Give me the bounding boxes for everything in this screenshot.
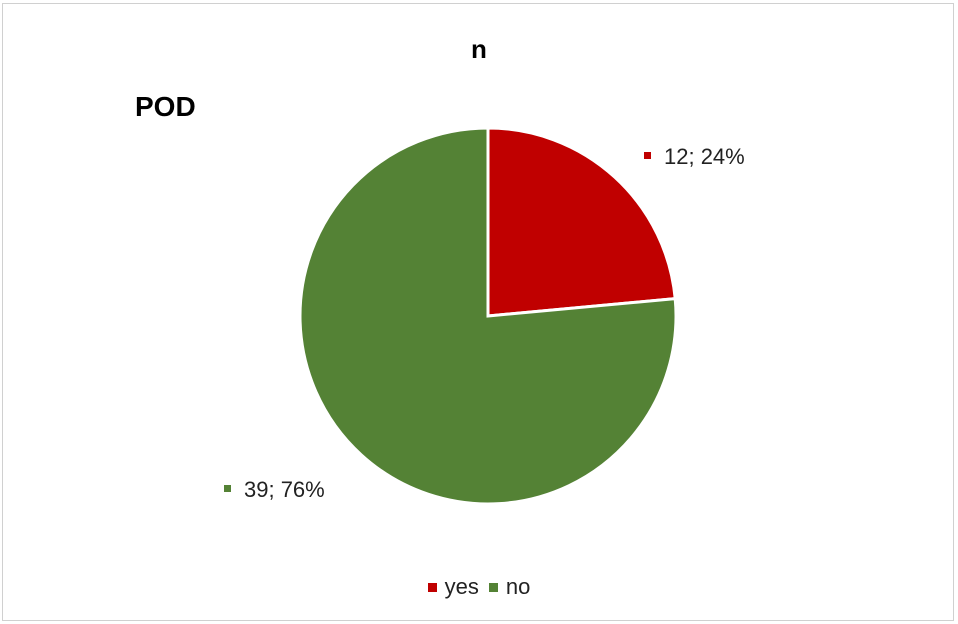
data-label-swatch-no <box>224 485 231 492</box>
legend-item-yes: yes <box>427 574 479 600</box>
chart-title: n <box>471 34 487 64</box>
legend-swatch-yes <box>427 582 437 592</box>
chart-legend: yes no <box>0 574 958 600</box>
panel-label: POD <box>135 91 196 122</box>
data-label-yes: 12; 24% <box>664 144 745 169</box>
legend-item-no: no <box>488 574 531 600</box>
pie-slice-no <box>298 126 678 506</box>
legend-swatch-no <box>488 582 498 592</box>
data-label-no: 39; 76% <box>244 477 325 502</box>
pie-slice-yes <box>486 126 677 318</box>
data-label-swatch-yes <box>644 152 651 159</box>
legend-label-no: no <box>505 574 531 599</box>
legend-label-yes: yes <box>444 574 479 599</box>
